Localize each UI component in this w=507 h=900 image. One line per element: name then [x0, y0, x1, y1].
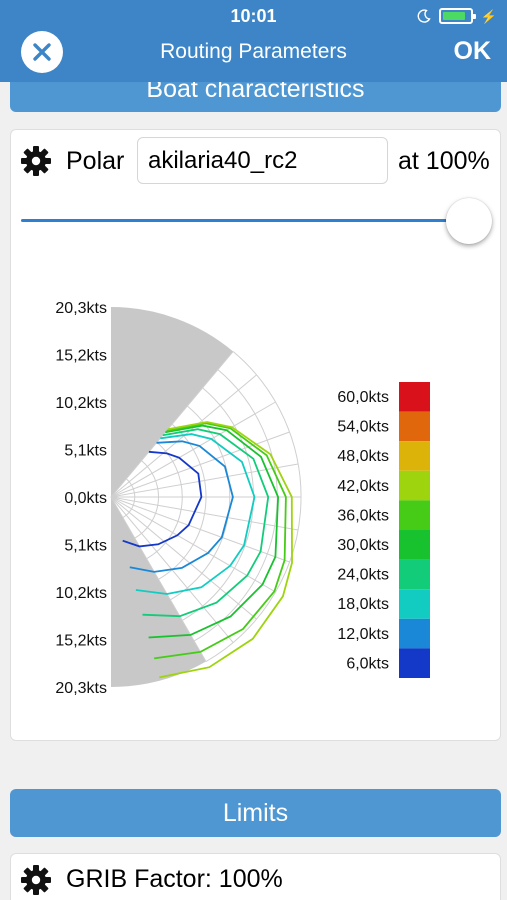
radial-label: 20,3kts — [55, 680, 107, 697]
grid-spoke — [110, 431, 290, 498]
legend-swatch — [399, 382, 430, 412]
charging-icon: ⚡ — [480, 8, 497, 24]
radial-label: 20,3kts — [55, 300, 107, 317]
polar-curve-18 — [135, 433, 256, 595]
legend-swatch — [399, 618, 430, 649]
ok-button[interactable]: OK — [453, 37, 492, 65]
navigation-bar: 10:01 ⚡ Routing Parameters OK — [0, 0, 507, 82]
grid-circle — [122, 478, 136, 519]
limits-header: Limits — [10, 789, 501, 837]
polar-input[interactable] — [137, 137, 388, 184]
legend-swatch — [399, 530, 430, 560]
grid-circle — [193, 369, 278, 642]
grid-spoke — [110, 496, 276, 593]
grid-circle — [205, 351, 302, 662]
radial-label: 10,2kts — [55, 395, 107, 412]
legend-swatch — [399, 500, 430, 530]
status-time: 10:01 — [230, 6, 277, 26]
radial-label: 15,2kts — [55, 633, 107, 650]
moon-icon — [417, 9, 431, 23]
legend-label: 6,0kts — [346, 655, 389, 672]
gear-icon[interactable] — [20, 864, 52, 896]
legend-swatch — [399, 441, 430, 471]
grib-card: GRIB Factor: 100% — [10, 853, 501, 900]
radial-label: 10,2kts — [55, 585, 107, 602]
polar-curve-6 — [122, 450, 203, 548]
radial-label: 5,1kts — [64, 538, 107, 555]
grid-spoke — [110, 496, 257, 620]
legend-label: 42,0kts — [337, 478, 389, 495]
legend-swatch — [399, 411, 430, 442]
gear-icon[interactable] — [20, 145, 52, 177]
polar-curve-30 — [148, 424, 280, 639]
legend-swatch — [399, 648, 430, 678]
polar-curve-42 — [159, 421, 293, 679]
radial-label: 0,0kts — [64, 490, 107, 507]
boat-card: Polar at 100% 20,3kts 15,2kts 10,2kts 5,1kt… — [10, 129, 501, 741]
legend-swatch — [399, 589, 430, 619]
close-icon — [33, 43, 51, 61]
grib-factor-label: GRIB Factor: 100% — [66, 865, 283, 893]
legend-label: 18,0kts — [337, 596, 389, 613]
polar-percent-slider[interactable] — [21, 219, 481, 222]
grid-spoke — [110, 401, 276, 498]
legend-label: 30,0kts — [337, 537, 389, 554]
legend-swatch — [399, 559, 430, 590]
grid-circle — [146, 442, 183, 560]
legend-swatch — [399, 470, 430, 501]
legend-label: 36,0kts — [337, 507, 389, 524]
polar-percent-label: at 100% — [398, 147, 490, 175]
boat-characteristics-header: Boat characteristics — [10, 82, 501, 112]
polar-curve-24 — [142, 428, 270, 618]
battery-icon — [438, 8, 476, 24]
close-button[interactable] — [21, 31, 63, 73]
legend-label: 60,0kts — [337, 389, 389, 406]
radial-label: 5,1kts — [64, 443, 107, 460]
grid-circle — [134, 460, 159, 539]
legend-label: 54,0kts — [337, 419, 389, 436]
polar-chart: 20,3kts 15,2kts 10,2kts 5,1kts 0,0kts 5,1kts 1… — [55, 300, 430, 697]
legend-label: 48,0kts — [337, 448, 389, 465]
polar-curve-12 — [129, 440, 234, 573]
legend-label: 12,0kts — [337, 626, 389, 643]
grid-spoke — [110, 351, 234, 498]
slider-thumb[interactable] — [446, 198, 492, 244]
status-icons: ⚡ — [417, 8, 497, 24]
upwind-dead-zone — [111, 307, 234, 497]
polar-label: Polar — [66, 147, 125, 175]
page-title: Routing Parameters — [160, 40, 347, 63]
legend-label: 24,0kts — [337, 567, 389, 584]
polar-curve-36 — [154, 422, 287, 660]
grid-spoke — [110, 496, 299, 531]
radial-label: 15,2kts — [55, 348, 107, 365]
grid-circle — [181, 387, 254, 621]
